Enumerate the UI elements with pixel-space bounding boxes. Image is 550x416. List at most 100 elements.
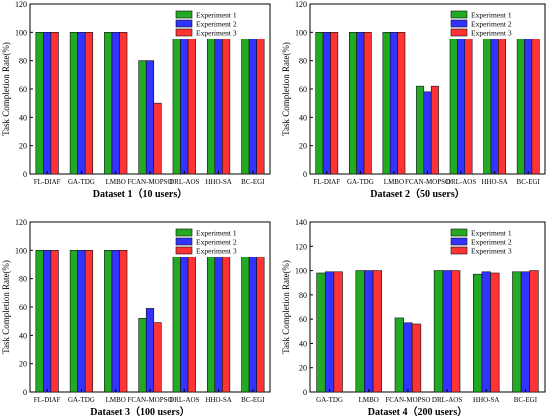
bar-drl-aos-exp1	[433, 270, 444, 393]
x-tick-label: FL-DIAF	[34, 396, 61, 404]
bar-drl-aos-exp2	[442, 270, 452, 393]
legend-label: Experiment 2	[196, 238, 237, 247]
bar-fl-diaf-exp1	[35, 250, 44, 393]
bar-lmbo-exp2	[364, 270, 374, 393]
bar-drl-aos-exp2	[180, 32, 189, 175]
bar-bc-egi-exp3	[256, 32, 265, 175]
legend-label: Experiment 2	[471, 238, 512, 247]
bar-hho-sa-exp3	[490, 272, 500, 393]
bar-ga-tdg-exp3	[84, 250, 94, 393]
x-tick-label: HHO-SA	[205, 178, 231, 186]
x-tick-label: GA-TDG	[316, 396, 343, 404]
bar-fcan-mopso-exp3	[411, 323, 422, 393]
bar-drl-aos-exp1	[172, 250, 181, 393]
bar-drl-aos-exp2	[180, 250, 189, 393]
bar-bc-egi-exp2	[520, 271, 531, 393]
x-tick-label: GA-TDG	[347, 178, 374, 186]
bar-fcan-mopso-exp1	[394, 317, 404, 393]
bar-lmbo-exp3	[397, 32, 406, 175]
bar-fl-diaf-exp3	[50, 32, 59, 175]
bar-ga-tdg-exp2	[77, 250, 86, 393]
bar-fcan-mopso-exp2	[403, 322, 413, 393]
bar-ga-tdg-exp3	[84, 32, 94, 175]
x-tick-label: DRL-AOS	[169, 178, 199, 186]
bar-ga-tdg-exp1	[316, 272, 326, 393]
legend-label: Experiment 2	[196, 20, 237, 29]
bar-bc-egi-exp2	[248, 32, 257, 175]
bar-drl-aos-exp3	[187, 250, 196, 393]
y-tick-label: 120	[295, 242, 307, 251]
bar-hho-sa-exp1	[206, 250, 216, 393]
chart-title: Dataset 3（100 users）	[90, 405, 189, 416]
legend-swatch-exp1	[175, 10, 193, 19]
bar-ga-tdg-exp3	[363, 32, 372, 175]
y-tick-label: 100	[15, 28, 27, 37]
bar-fl-diaf-exp2	[322, 32, 331, 175]
legend-swatch-exp2	[175, 237, 193, 246]
bar-ga-tdg-exp2	[324, 271, 335, 393]
legend-swatch-exp3	[175, 28, 193, 37]
x-tick-label: FCAN-MOPSO	[385, 396, 430, 404]
bar-lmbo-exp2	[389, 32, 398, 175]
bar-drl-aos-exp3	[187, 32, 196, 175]
legend-label: Experiment 1	[196, 229, 237, 238]
bar-fl-diaf-exp1	[35, 32, 44, 175]
legend-label: Experiment 1	[196, 11, 237, 20]
y-axis-label: Task Completion Rate(%)	[1, 42, 11, 136]
y-tick-label: 60	[299, 315, 307, 324]
y-tick-label: 40	[299, 113, 307, 122]
bar-lmbo-exp3	[119, 32, 128, 175]
x-tick-label: LMBO	[384, 178, 404, 186]
bar-bc-egi-exp2	[524, 32, 533, 175]
x-tick-label: FCAN-MOPSO	[127, 396, 172, 404]
x-tick-label: BC-EGI	[517, 178, 541, 186]
y-tick-label: 80	[299, 291, 307, 300]
x-tick-label: LMBO	[359, 396, 379, 404]
legend-swatch-exp2	[450, 19, 468, 28]
y-tick-label: 0	[303, 170, 307, 179]
y-tick-label: 80	[19, 57, 27, 66]
y-tick-label: 80	[299, 57, 307, 66]
x-tick-label: GA-TDG	[68, 396, 95, 404]
bar-hho-sa-exp2	[490, 32, 499, 175]
bar-ga-tdg-exp1	[69, 32, 78, 175]
bar-bc-egi-exp1	[512, 271, 522, 393]
bar-ga-tdg-exp2	[356, 32, 365, 175]
bar-hho-sa-exp2	[214, 250, 223, 393]
x-tick-label: FCAN-MOPSO	[405, 178, 450, 186]
bar-hho-sa-exp2	[481, 271, 491, 393]
x-tick-label: FL-DIAF	[313, 178, 340, 186]
x-tick-label: BC-EGI	[514, 396, 538, 404]
bar-fl-diaf-exp2	[43, 32, 52, 175]
legend-swatch-exp3	[175, 246, 193, 255]
bar-bc-egi-exp3	[256, 251, 265, 393]
bar-hho-sa-exp3	[222, 32, 231, 175]
y-tick-label: 20	[299, 364, 307, 373]
bar-hho-sa-exp1	[473, 273, 483, 393]
bar-fcan-mopso-exp1	[138, 318, 147, 393]
chart-title: Dataset 1（10 users）	[93, 187, 187, 200]
bar-ga-tdg-exp1	[348, 32, 357, 175]
y-tick-label: 60	[19, 85, 27, 94]
y-tick-label: 60	[19, 303, 27, 312]
legend-label: Experiment 1	[471, 11, 512, 20]
bar-fcan-mopso-exp3	[430, 85, 439, 175]
bar-fcan-mopso-exp2	[145, 60, 155, 175]
chart-panel-1: 0 20 40 60 80 100 120 Task Completion Rate(%) FL…	[1, 0, 271, 200]
legend-label: Experiment 3	[471, 29, 512, 38]
bar-ga-tdg-exp2	[77, 32, 86, 175]
y-tick-label: 40	[19, 331, 27, 340]
y-axis-label: Task Completion Rate(%)	[281, 260, 291, 354]
bar-lmbo-exp3	[372, 270, 382, 393]
bar-drl-aos-exp2	[457, 32, 466, 175]
x-tick-label: DRL-AOS	[446, 178, 476, 186]
x-tick-label: BC-EGI	[241, 396, 265, 404]
bar-hho-sa-exp1	[483, 32, 492, 175]
x-tick-label: FL-DIAF	[34, 178, 61, 186]
y-tick-label: 120	[15, 218, 27, 227]
chart-panel-3: 0 20 40 60 80 100 120 Task Completion Rate(%) FL…	[1, 218, 271, 416]
legend-swatch-exp1	[450, 228, 468, 237]
bar-bc-egi-exp1	[241, 32, 250, 175]
x-tick-label: LMBO	[106, 396, 126, 404]
